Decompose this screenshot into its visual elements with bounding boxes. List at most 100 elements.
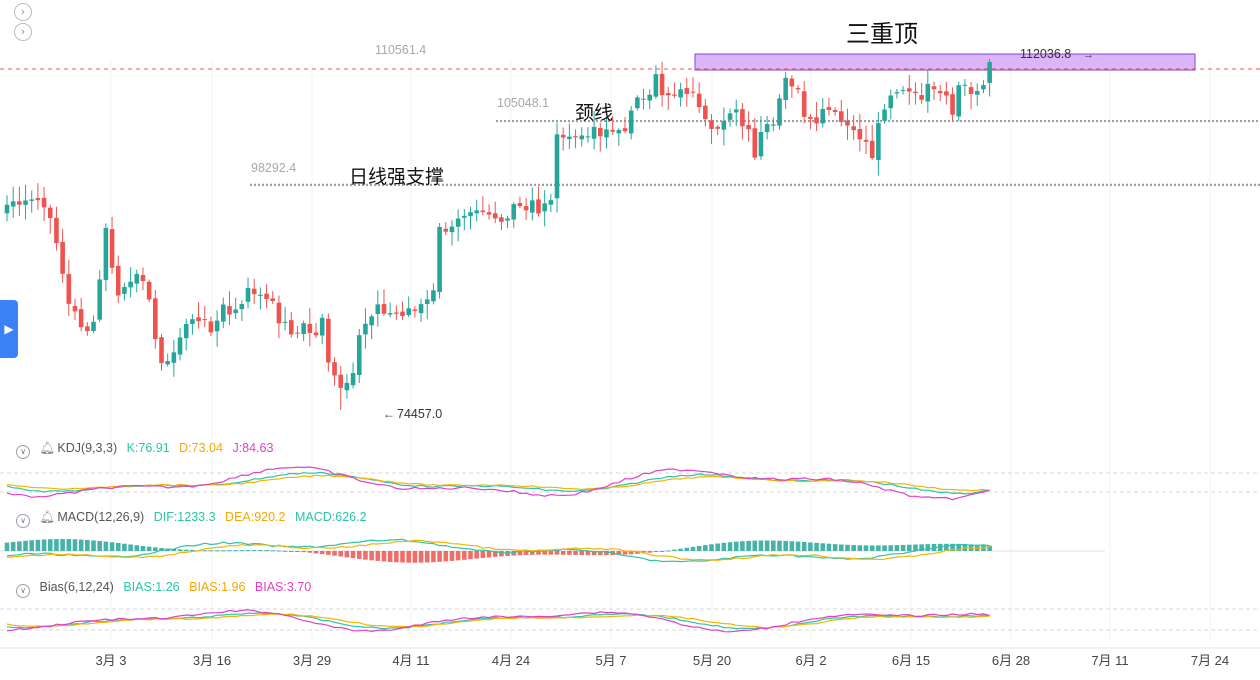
macd-header: ∨ 🔔︎ MACD(12,26,9) DIF:1233.3 DEA:920.2 M… <box>16 510 373 528</box>
macd-bar <box>801 542 807 551</box>
macd-bar <box>313 551 319 554</box>
macd-bar <box>616 551 622 555</box>
candle <box>585 127 591 143</box>
macd-bar <box>60 539 65 551</box>
candle <box>196 302 201 329</box>
macd-bar <box>839 544 844 551</box>
candle <box>462 209 467 231</box>
candle <box>882 103 887 124</box>
candle <box>913 82 918 105</box>
candle-body <box>845 120 850 126</box>
candle <box>678 82 683 107</box>
candle-body <box>894 92 900 94</box>
price-last-label: 112036.8 <box>1020 47 1071 61</box>
candle <box>17 186 22 217</box>
candle <box>981 80 986 94</box>
candle <box>808 113 813 130</box>
macd-bar <box>214 550 220 552</box>
candle-body <box>696 93 702 108</box>
candle <box>295 325 300 339</box>
candle-body <box>227 306 232 315</box>
candle-body <box>783 77 788 100</box>
candle-body <box>239 303 245 310</box>
macd-bar <box>356 551 362 559</box>
macd-bar <box>672 549 677 551</box>
chevron-right-icon[interactable]: › <box>14 23 32 41</box>
candle-body <box>826 107 832 110</box>
candle-body <box>307 323 313 333</box>
candle-body <box>23 200 28 205</box>
side-panel-toggle[interactable]: ▶ <box>0 300 18 358</box>
candle-body <box>548 200 554 205</box>
macd-bar <box>202 550 208 552</box>
candle <box>332 357 337 386</box>
candle-body <box>628 110 634 134</box>
macd-bar <box>573 551 578 555</box>
candle <box>925 70 931 113</box>
bell-icon[interactable]: 🔔︎ <box>39 510 56 524</box>
candle-body <box>795 87 801 90</box>
macd-bar <box>517 551 523 556</box>
macd-bar <box>91 540 96 551</box>
macd-bar <box>270 550 276 552</box>
candle-body <box>554 134 560 199</box>
macd-bar <box>375 551 381 561</box>
macd-bar <box>678 548 683 551</box>
candle-body <box>190 319 195 324</box>
candle <box>134 269 140 293</box>
candle-body <box>789 78 795 87</box>
candle-body <box>771 124 776 126</box>
candle-body <box>956 85 962 117</box>
candle <box>888 89 894 120</box>
candle-body <box>536 199 541 214</box>
candle-body <box>573 136 578 138</box>
candle <box>857 114 863 152</box>
macd-bar <box>727 542 733 551</box>
candle-body <box>987 62 992 83</box>
candle-body <box>344 382 350 391</box>
candle-body <box>282 321 288 323</box>
candle-body <box>709 120 714 129</box>
macd-bar <box>591 551 597 556</box>
macd-bar <box>764 540 770 551</box>
candle <box>78 297 84 332</box>
macd-bar <box>462 551 467 560</box>
candle-body <box>579 135 585 140</box>
bell-icon[interactable]: 🔔︎ <box>39 441 56 455</box>
candle-body <box>925 83 931 102</box>
candle-body <box>727 113 733 120</box>
candle-body <box>616 129 622 134</box>
chevron-down-icon[interactable]: ∨ <box>16 445 30 459</box>
candle-body <box>41 197 47 208</box>
macd-bar <box>208 550 214 552</box>
candle-body <box>177 337 183 355</box>
macd-bar <box>746 540 751 551</box>
candle <box>845 108 850 140</box>
macd-bar <box>326 551 331 555</box>
candle <box>672 82 677 98</box>
candle <box>517 196 523 209</box>
candle-body <box>492 213 498 219</box>
candle <box>326 313 331 372</box>
candle-body <box>981 85 986 90</box>
chevron-right-icon[interactable]: › <box>14 3 32 21</box>
macd-bar <box>480 551 486 558</box>
macd-bar <box>295 551 300 552</box>
candle <box>251 278 257 305</box>
candle <box>597 122 603 152</box>
candle-body <box>350 373 356 386</box>
candle <box>486 204 492 220</box>
candle-body <box>301 323 306 335</box>
candle-body <box>913 91 918 94</box>
candle <box>709 114 714 144</box>
candle-body <box>387 313 393 315</box>
candle <box>665 86 671 110</box>
macd-bar <box>653 551 659 553</box>
candle <box>944 81 949 105</box>
macd-bar <box>78 539 84 551</box>
chevron-down-icon[interactable]: ∨ <box>16 584 30 598</box>
candle <box>616 127 622 146</box>
chevron-down-icon[interactable]: ∨ <box>16 514 30 528</box>
candle-body <box>258 294 263 296</box>
macd-bar <box>307 551 313 553</box>
